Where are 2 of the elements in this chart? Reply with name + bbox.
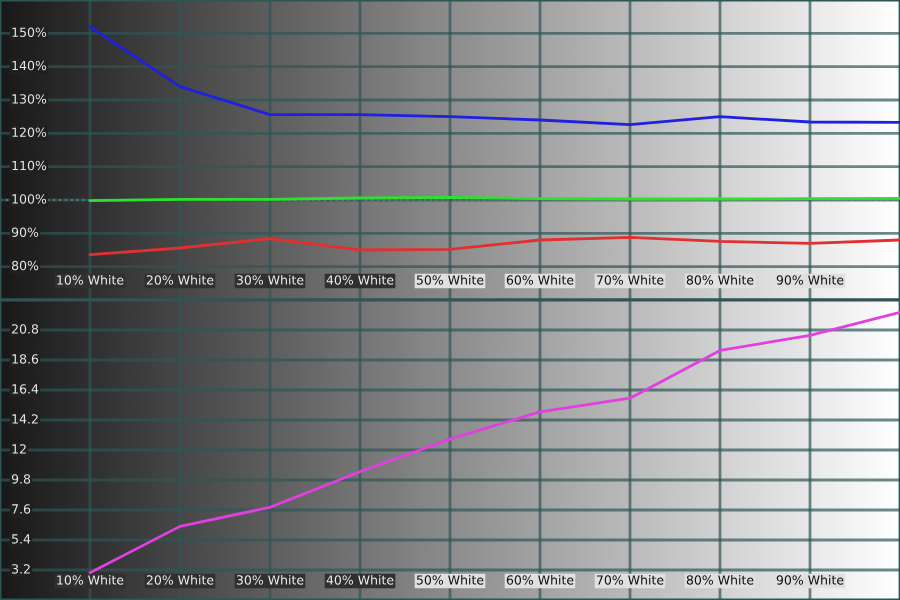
line-series <box>88 235 900 257</box>
line-series <box>88 25 900 127</box>
